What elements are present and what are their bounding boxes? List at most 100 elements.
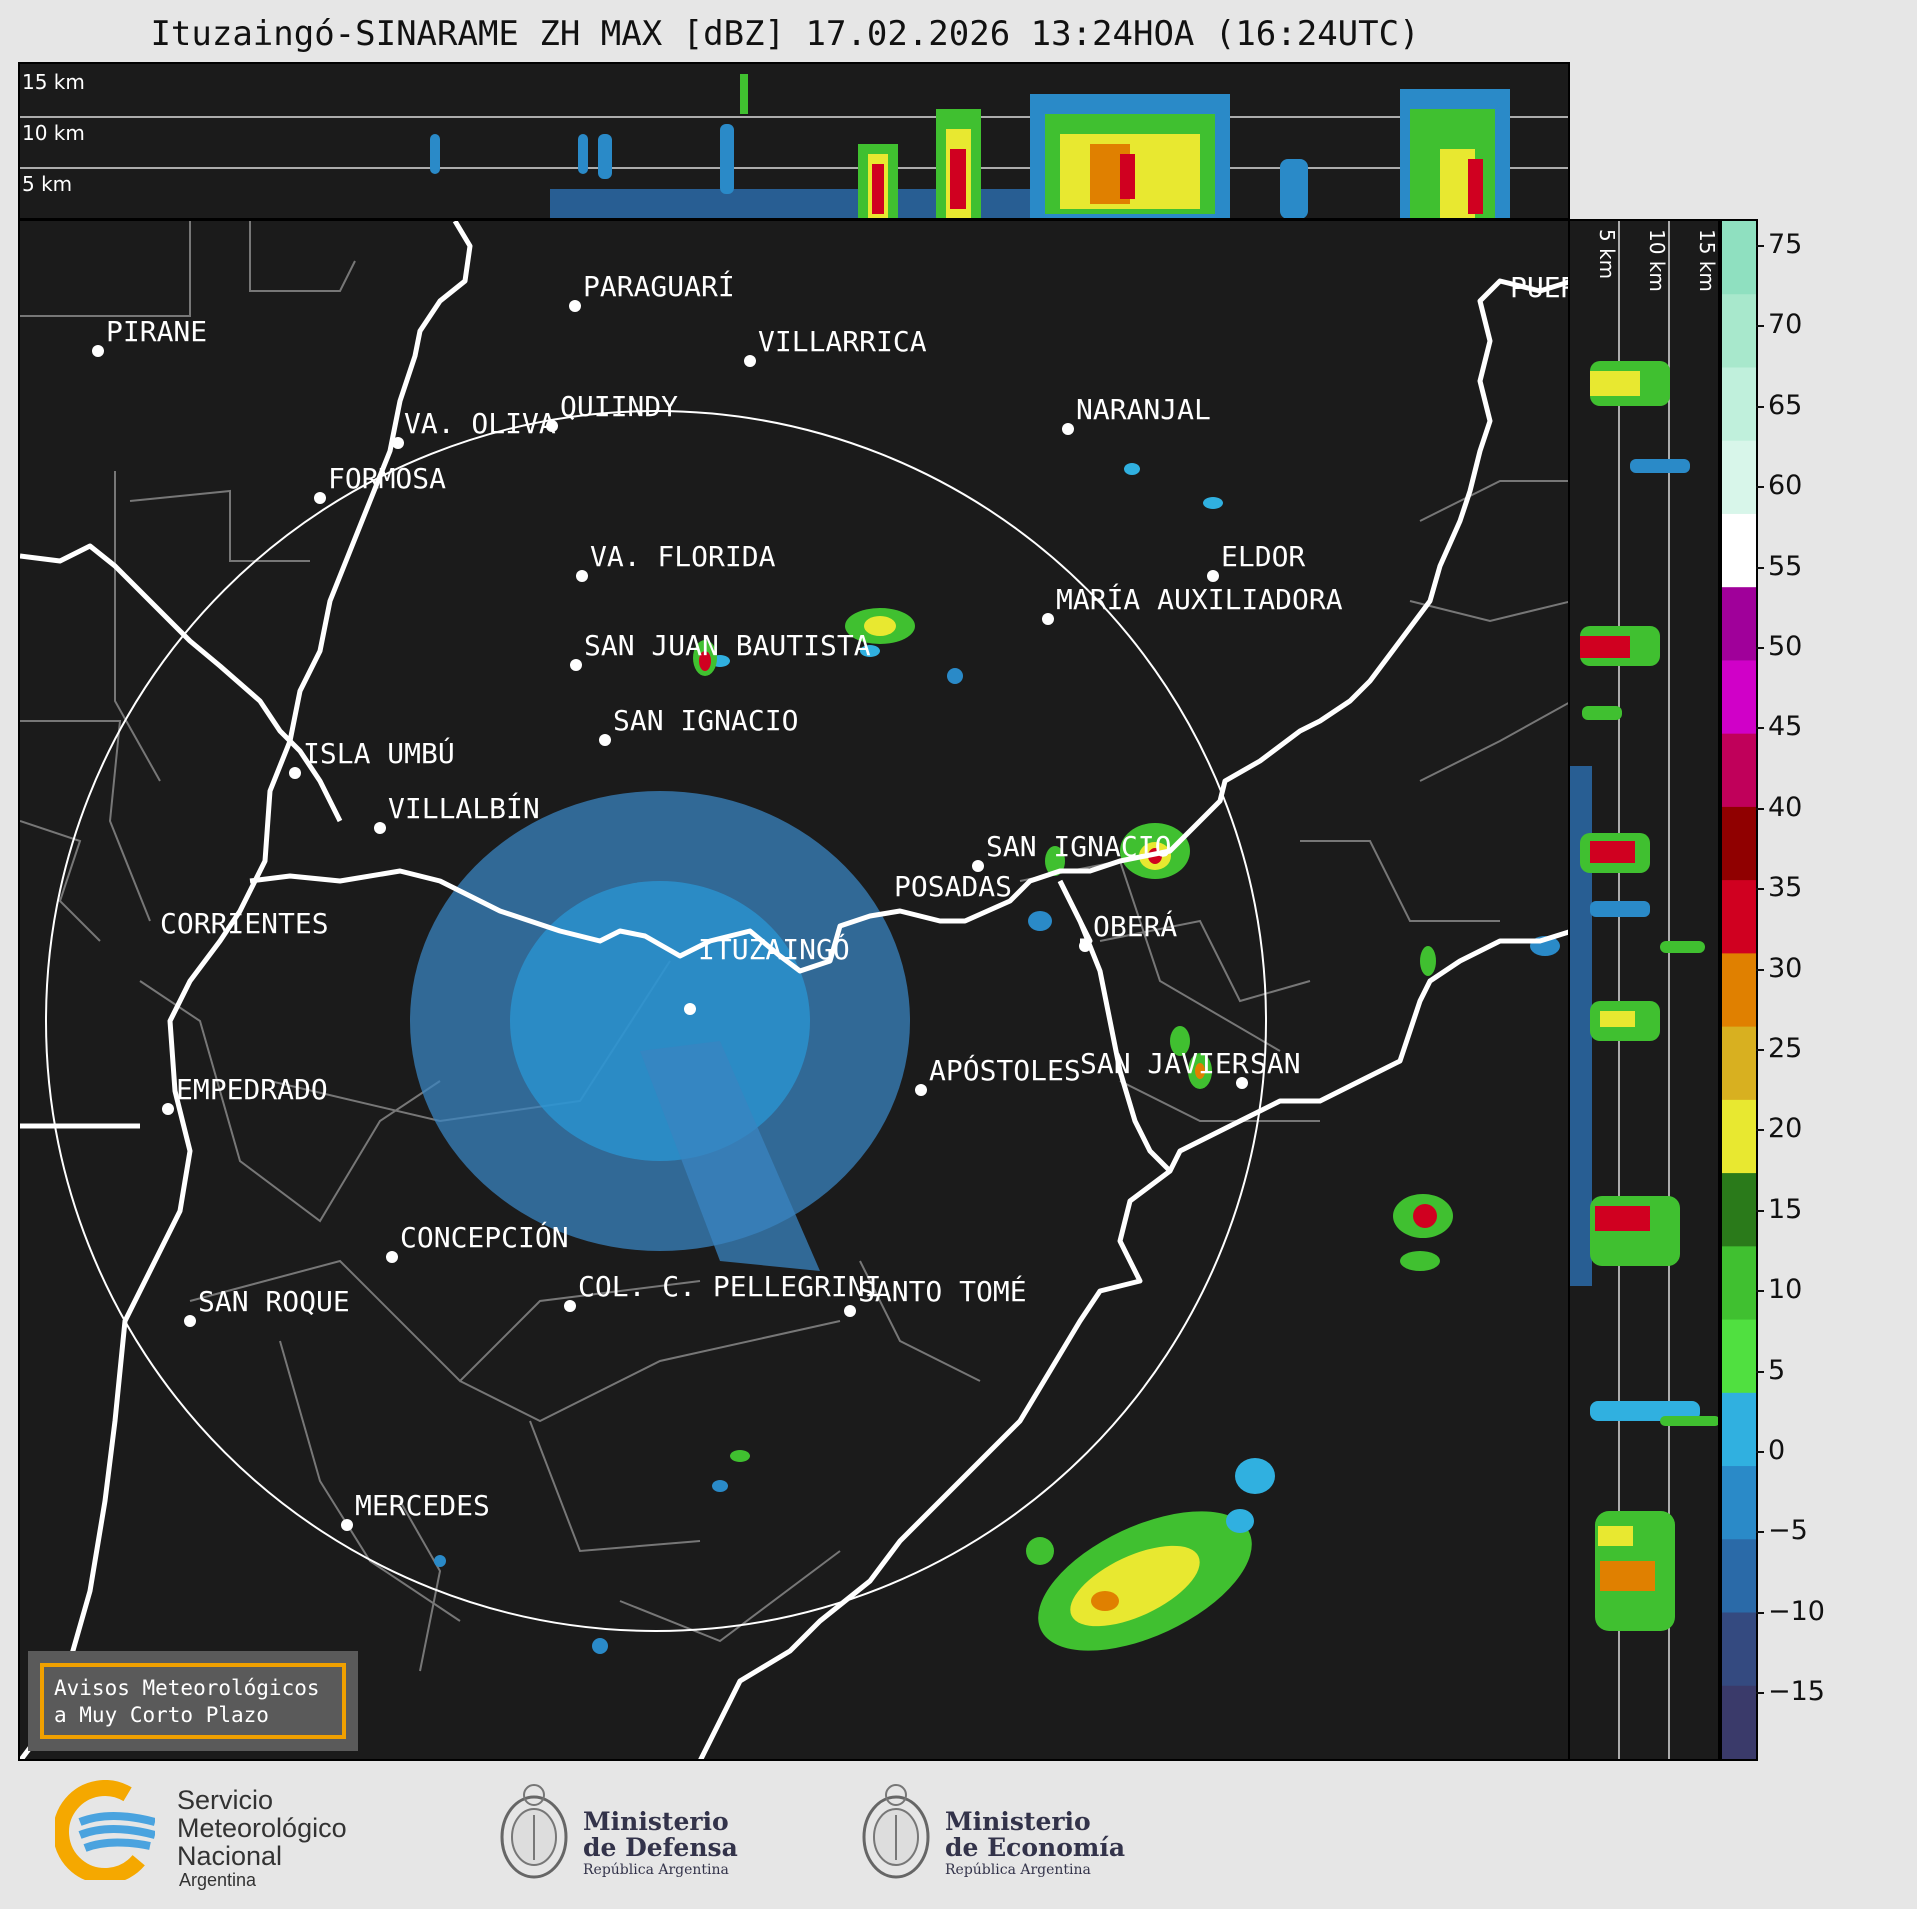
economia-logo: Ministerio de Economía República Argenti… (857, 1775, 1157, 1895)
city-concepcion: CONCEPCIÓN (400, 1220, 569, 1254)
city-markers (92, 300, 1248, 1531)
colorbar-band (1722, 1099, 1756, 1175)
top-alt-5km: 5 km (22, 172, 72, 196)
colorbar-band (1722, 1392, 1756, 1468)
city-paraguari: PARAGUARÍ (583, 269, 735, 303)
radar-site-label: ITUZAINGÓ (698, 932, 850, 966)
colorbar-tick (1756, 1451, 1764, 1453)
colorbar-band (1722, 953, 1756, 1028)
colorbar-tick (1756, 807, 1764, 810)
city-formosa: FORMOSA (328, 462, 446, 495)
colorbar-tick (1756, 1129, 1764, 1132)
colorbar-tick-label: 0 (1768, 1435, 1786, 1466)
colorbar-band (1722, 1026, 1756, 1101)
economia-line1: Ministerio (945, 1807, 1091, 1836)
top-cross-section-panel: 15 km 10 km 5 km (18, 62, 1570, 220)
colorbar-tick (1756, 1049, 1764, 1051)
defensa-line3: República Argentina (583, 1862, 729, 1878)
colorbar-band (1722, 733, 1756, 808)
smn-line4: Argentina (179, 1870, 257, 1890)
radar-map-svg[interactable]: PIRANE PARAGUARÍ VILLARRICA QUIINDY VA. … (20, 221, 1570, 1761)
colorbar-tick-label: 40 (1768, 791, 1803, 823)
colorbar-band (1722, 294, 1756, 369)
colorbar-band (1722, 1246, 1756, 1321)
rivers-borders (20, 221, 1568, 1759)
radar-map-panel[interactable]: PIRANE PARAGUARÍ VILLARRICA QUIINDY VA. … (18, 219, 1570, 1761)
city-eldor: ELDOR (1221, 540, 1305, 573)
colorbar-tick-label: 75 (1768, 229, 1803, 260)
colorbar-tick-label: 70 (1768, 309, 1803, 341)
colorbar-tick (1756, 1209, 1764, 1212)
smn-line1: Servicio (177, 1785, 274, 1815)
colorbar-tick (1756, 1531, 1764, 1534)
colorbar-band (1722, 1319, 1756, 1394)
avisos-box[interactable]: Avisos Meteorológicos a Muy Corto Plazo (28, 1651, 358, 1751)
colorbar (1720, 219, 1758, 1761)
top-cross-section-svg: 15 km 10 km 5 km (20, 70, 1568, 218)
side-alt-5km: 5 km (1595, 229, 1619, 279)
side-cross-section-svg: 5 km 10 km 15 km (1570, 221, 1718, 1759)
colorbar-band (1722, 880, 1756, 955)
side-cross-section-panel: 5 km 10 km 15 km (1568, 219, 1720, 1761)
city-santo-tome: SANTO TOMÉ (858, 1274, 1027, 1308)
city-pirane: PIRANE (106, 315, 207, 348)
colorbar-tick (1756, 1370, 1764, 1373)
colorbar-tick (1756, 1290, 1764, 1293)
colorbar-tick (1756, 405, 1764, 408)
colorbar-tick-label: 5 (1768, 1354, 1786, 1386)
range-ring (45, 410, 1267, 1632)
city-san-javier: SAN JAVIER (1080, 1047, 1249, 1080)
colorbar-tick (1756, 888, 1764, 891)
city-san-ignacio-py: SAN IGNACIO (613, 704, 798, 737)
city-corrientes: CORRIENTES (160, 907, 329, 940)
radar-clutter (410, 791, 910, 1271)
city-quiindy: QUIINDY (560, 390, 678, 423)
colorbar-tick (1756, 727, 1764, 730)
colorbar-band (1722, 1173, 1756, 1248)
colorbar-band (1722, 1685, 1756, 1759)
city-obera: OBERÁ (1093, 909, 1177, 943)
city-san-ignacio-ar: SAN IGNACIO (986, 830, 1171, 863)
colorbar-tick-label: 20 (1768, 1113, 1803, 1145)
economia-seal-icon (862, 1784, 930, 1879)
city-san: SAN (1250, 1047, 1301, 1080)
city-san-juan-bautista: SAN JUAN BAUTISTA (584, 629, 871, 662)
colorbar-tick-label: 50 (1768, 631, 1803, 662)
city-va-oliva: VA. OLIVA (404, 407, 556, 440)
city-col-c-pellegrini: COL. C. PELLEGRINI (578, 1270, 881, 1303)
colorbar-tick-label: 60 (1768, 470, 1803, 502)
city-maria-auxiliadora: MARÍA AUXILIADORA (1056, 582, 1343, 616)
city-san-roque: SAN ROQUE (198, 1285, 350, 1318)
map-title: Ituzaingó-SINARAME ZH MAX [dBZ] 17.02.20… (150, 14, 1420, 54)
side-alt-10km: 10 km (1645, 229, 1669, 292)
colorbar-tick (1756, 245, 1764, 247)
city-isla-umbu: ISLA UMBÚ (303, 736, 455, 770)
side-echoes (1570, 361, 1718, 1631)
smn-line3: Nacional (177, 1841, 283, 1871)
colorbar-tick-label: 15 (1768, 1193, 1803, 1225)
colorbar-tick (1756, 968, 1764, 971)
city-naranjal: NARANJAL (1076, 393, 1211, 426)
colorbar-tick-label: 65 (1768, 389, 1803, 421)
avisos-line2: a Muy Corto Plazo (54, 1703, 269, 1727)
colorbar-tick-label: 10 (1768, 1274, 1803, 1306)
avisos-line1: Avisos Meteorológicos (54, 1676, 320, 1700)
city-empedrado: EMPEDRADO (176, 1073, 328, 1106)
colorbar-band (1722, 367, 1756, 442)
colorbar-svg (1722, 221, 1756, 1759)
top-alt-10km: 10 km (22, 121, 85, 145)
colorbar-band (1722, 660, 1756, 735)
colorbar-tick-label: −5 (1768, 1515, 1808, 1547)
colorbar-band (1722, 221, 1756, 296)
colorbar-tick (1756, 1611, 1764, 1614)
colorbar-tick-label: −10 (1768, 1595, 1825, 1627)
colorbar-tick-label: 30 (1768, 952, 1803, 984)
city-posadas: POSADAS (894, 870, 1012, 903)
city-puer: PUER (1510, 271, 1570, 304)
department-boundaries (20, 221, 1568, 1672)
colorbar-tick (1756, 566, 1764, 569)
city-villarrica: VILLARRICA (758, 325, 927, 358)
avisos-link[interactable]: Avisos Meteorológicos a Muy Corto Plazo (40, 1663, 346, 1739)
colorbar-tick-label: 25 (1768, 1033, 1803, 1064)
colorbar-tick-label: 45 (1768, 711, 1803, 743)
